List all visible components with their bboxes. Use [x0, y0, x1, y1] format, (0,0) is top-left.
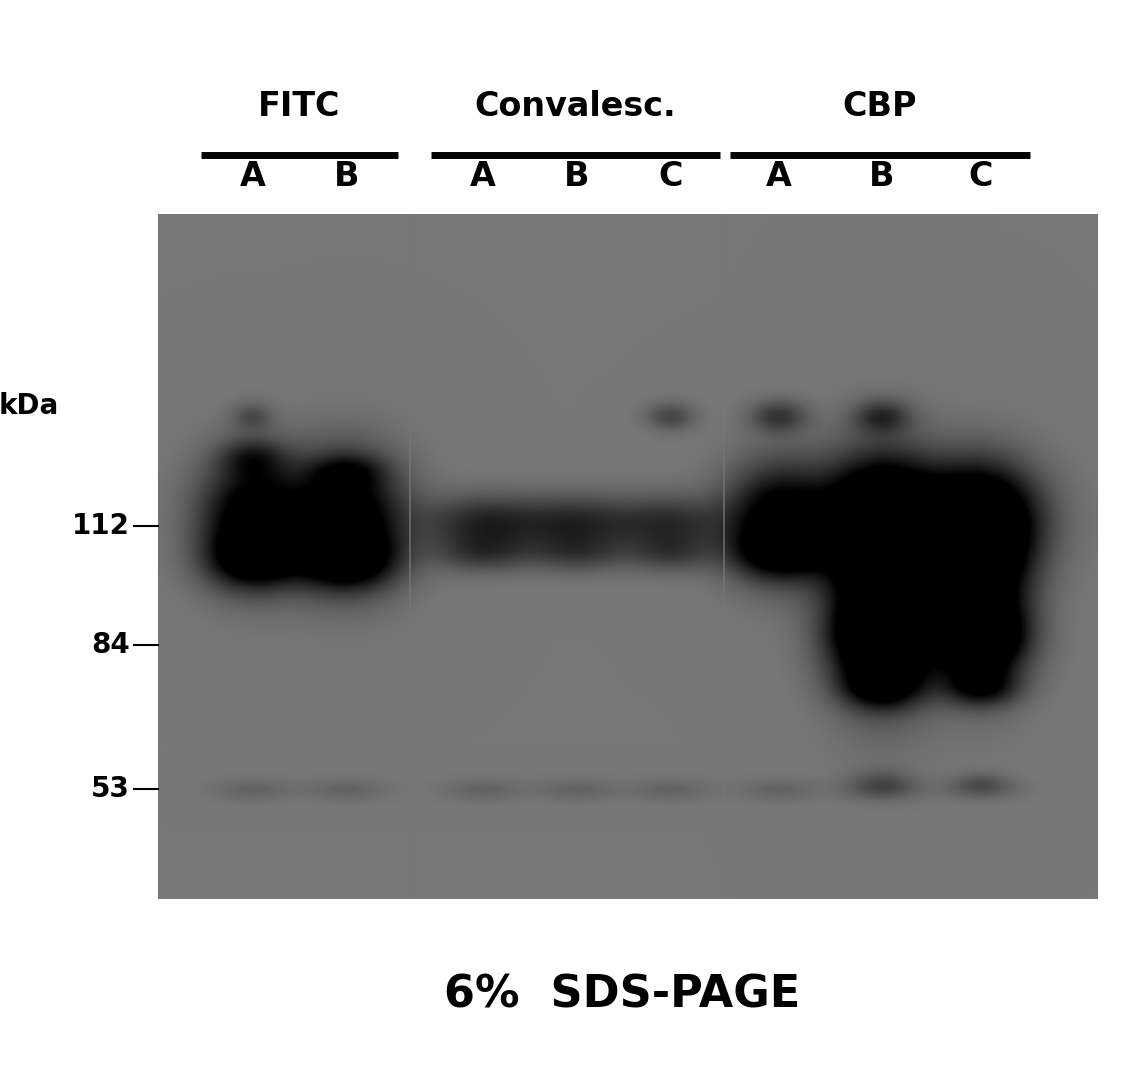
Text: B: B	[869, 159, 894, 193]
Text: 112: 112	[72, 511, 130, 539]
Text: FITC: FITC	[258, 90, 341, 123]
Text: CBP: CBP	[843, 90, 917, 123]
Text: B: B	[564, 159, 590, 193]
Text: C: C	[659, 159, 683, 193]
Text: A: A	[470, 159, 496, 193]
Text: 53: 53	[92, 776, 130, 804]
Text: 6%  SDS-PAGE: 6% SDS-PAGE	[445, 974, 800, 1016]
Text: A: A	[765, 159, 791, 193]
Text: A: A	[240, 159, 265, 193]
Text: Convalesc.: Convalesc.	[474, 90, 677, 123]
Text: B: B	[334, 159, 359, 193]
Text: kDa: kDa	[0, 392, 59, 419]
Text: C: C	[968, 159, 993, 193]
Text: 84: 84	[92, 631, 130, 659]
